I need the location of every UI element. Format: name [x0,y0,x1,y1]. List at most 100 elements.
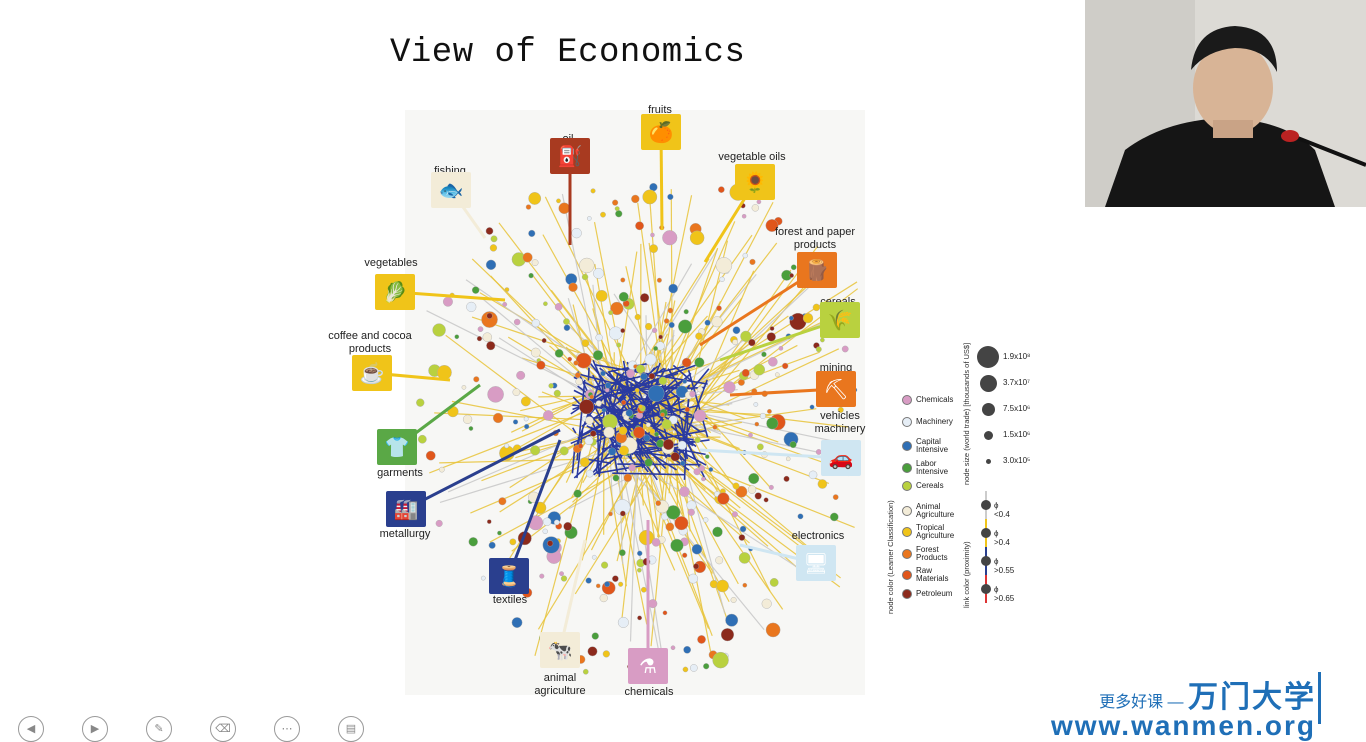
presenter-image [1085,0,1366,207]
product-node [645,354,656,365]
product-node [543,529,548,534]
product-node [497,531,501,535]
product-node [769,485,773,489]
category-label-vegetables: vegetables [341,257,441,270]
product-node [477,336,482,341]
product-node [810,405,814,409]
product-node [590,395,594,399]
product-node [680,413,685,418]
product-node [678,320,692,334]
product-node [742,369,750,377]
legend-link-color-title: link color (proximity) [962,541,971,608]
product-node [779,346,783,350]
product-node [619,292,628,301]
product-node [603,651,610,658]
legend-color-item: Labor Intensive [902,460,948,476]
product-node [671,646,675,650]
product-node [443,297,452,306]
product-node [613,475,619,481]
slides-overview-button[interactable]: ▤ [338,716,364,742]
product-node [615,206,619,210]
product-node [680,461,685,466]
product-node [608,310,612,314]
product-node [585,417,593,425]
product-node [521,397,530,406]
product-node [491,236,497,242]
product-node [587,216,591,220]
legend-color-item: Machinery [902,417,953,427]
product-node [750,259,756,265]
product-node [716,257,732,273]
product-node [667,194,673,200]
product-node [652,328,657,333]
product-node [555,303,562,310]
category-label-garments: garments [350,467,450,480]
product-node [830,513,838,521]
product-node [716,306,721,311]
next-slide-button[interactable]: ▶ [82,716,108,742]
product-node [724,381,736,393]
product-node [650,429,655,434]
category-label-forest: forest and paper products [765,226,865,252]
product-node [556,199,560,203]
product-node [516,371,525,380]
product-node [662,230,677,245]
product-node [646,423,650,427]
legend-color-item: Forest Products [902,546,948,562]
legend-size-circle [984,431,993,440]
product-node [760,413,766,419]
category-label-coffee: coffee and cocoa products [320,330,420,356]
legend-swatch [902,463,912,473]
product-node [715,557,723,565]
product-node [645,323,652,330]
product-node [591,189,596,194]
prev-slide-button[interactable]: ◀ [18,716,44,742]
product-node [593,268,603,278]
product-node [426,451,435,460]
product-node [789,273,793,277]
product-node [768,357,777,366]
product-node [766,623,780,637]
product-node [692,544,702,554]
product-node [644,435,650,441]
product-node [684,309,689,314]
more-options-button[interactable]: ⋯ [274,716,300,742]
product-node [693,564,699,570]
product-node [766,418,778,430]
product-node [605,383,611,389]
wheat-icon: 🌾 [820,302,860,338]
product-node [549,383,554,388]
pen-tool-button[interactable]: ✎ [146,716,172,742]
product-node [473,376,479,382]
product-node [767,333,776,342]
product-node [732,339,737,344]
product-node [572,228,582,238]
product-node [590,431,596,437]
product-node [757,200,761,204]
legend-color-item: Chemicals [902,395,953,405]
product-node [791,265,796,270]
legend-node-color-title: node color (Leamer Classification) [886,500,895,614]
product-node [478,327,483,332]
product-node [490,244,497,251]
product-node [695,333,702,340]
legend-color-label: Animal Agriculture [916,503,954,519]
product-node [604,427,615,438]
product-node [586,578,592,584]
product-node [624,474,632,482]
legend-size-label: 1.9x10⁸ [1003,352,1030,361]
eraser-tool-button[interactable]: ⌫ [210,716,236,742]
product-node [596,401,602,407]
product-node [528,230,535,237]
product-node [705,455,709,459]
product-node [660,413,664,417]
product-node [669,284,678,293]
product-node [733,483,739,489]
sunflower-icon: 🌻 [735,164,775,200]
legend-size-circle [977,346,999,368]
product-node [659,377,667,385]
product-node [529,192,541,204]
product-node [689,391,695,397]
product-node [433,324,446,337]
product-node [752,204,759,211]
